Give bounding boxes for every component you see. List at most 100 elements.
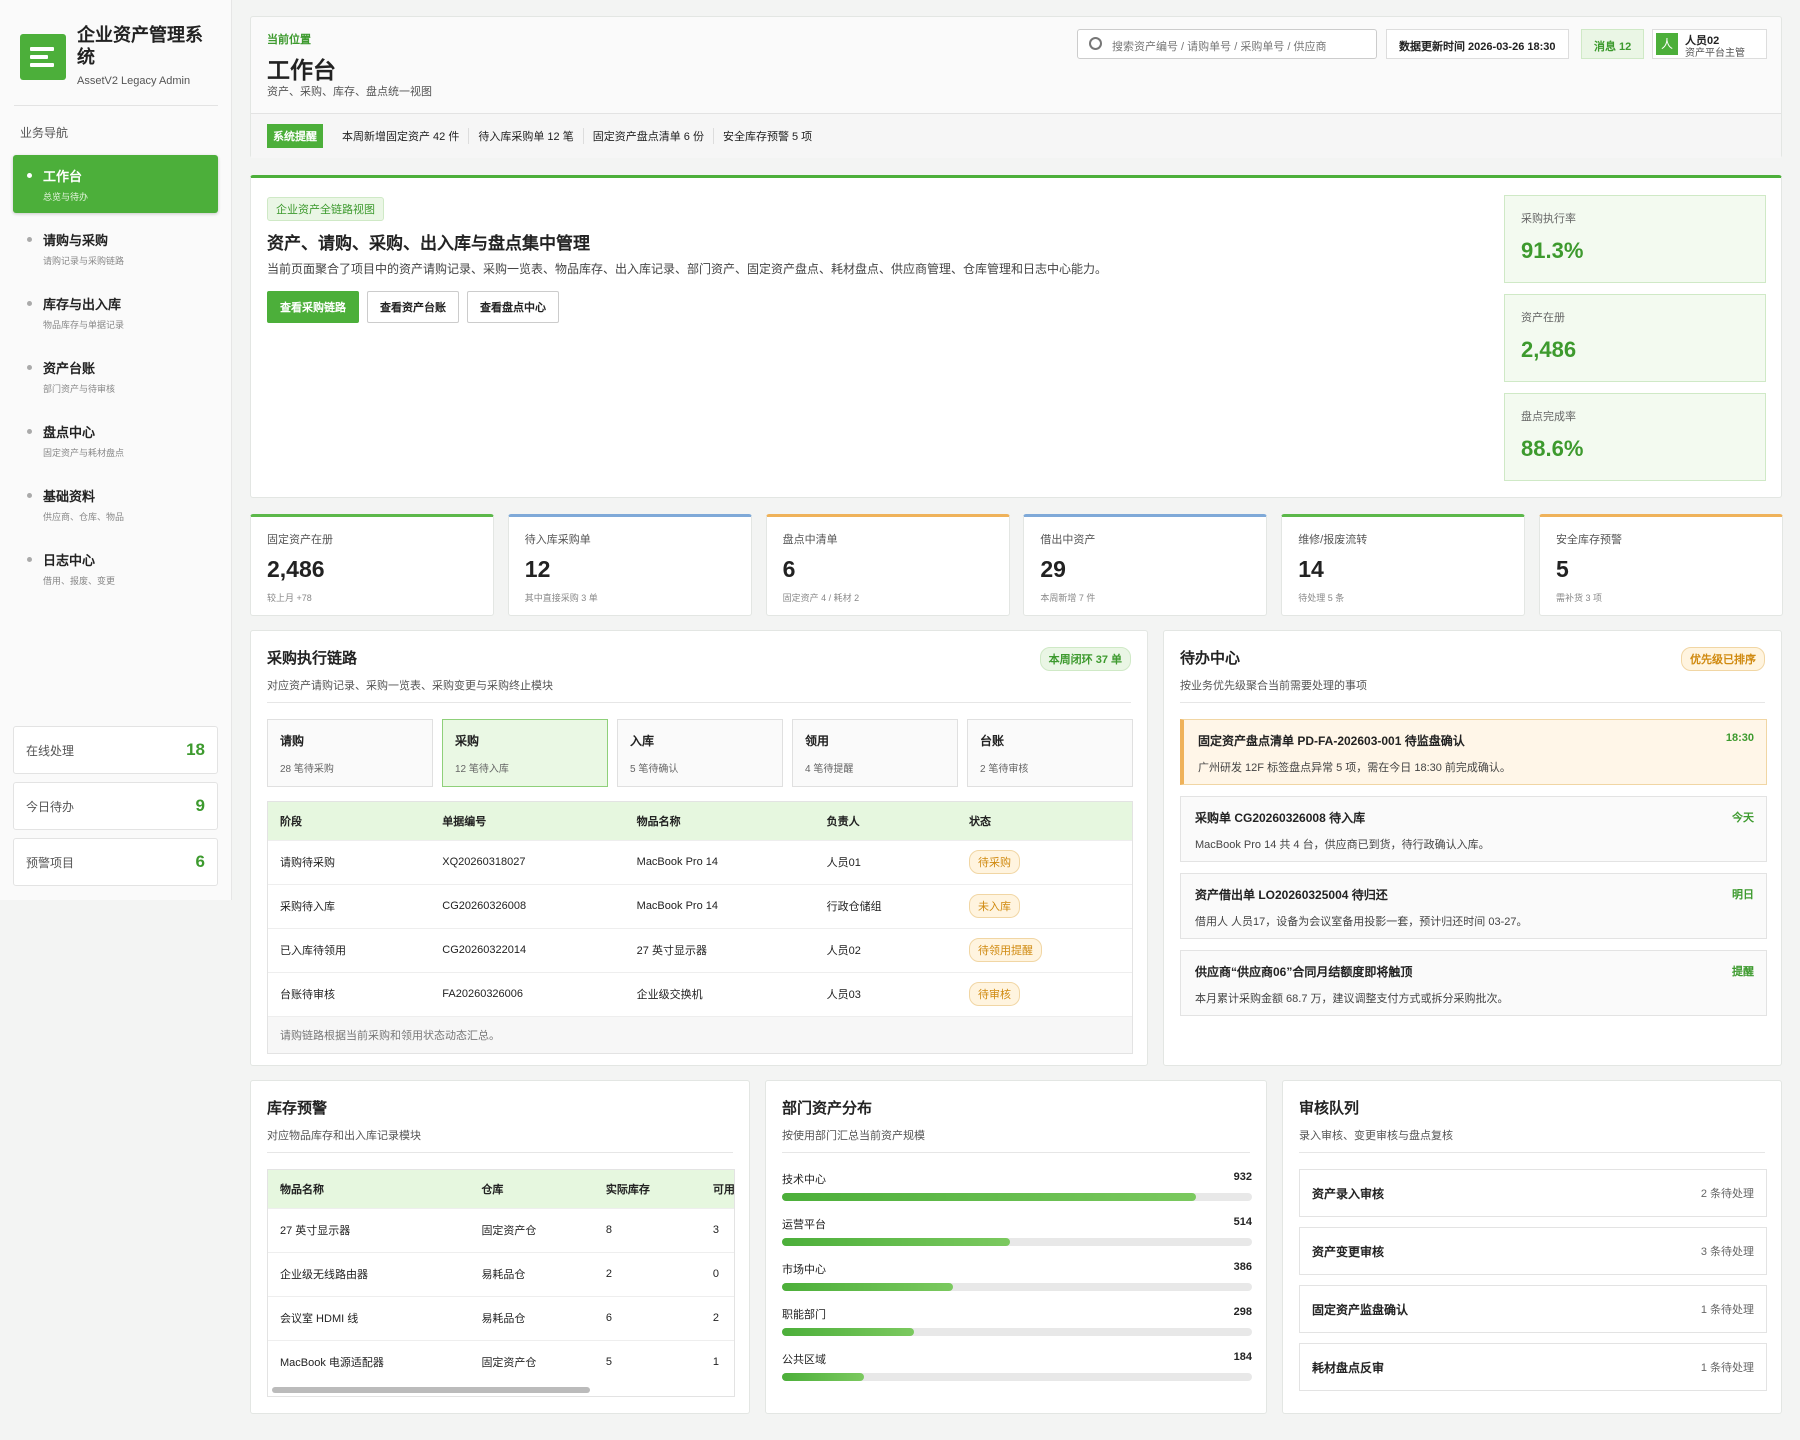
bar bbox=[782, 1328, 915, 1336]
hero-button[interactable]: 查看资产台账 bbox=[367, 291, 459, 323]
panel-header: 采购执行链路 对应资产请购记录、采购一览表、采购变更与采购终止模块 本周闭环 37 … bbox=[267, 647, 1131, 703]
metric-label: 资产在册 bbox=[1521, 312, 1565, 324]
kpi-value: 12 bbox=[524, 556, 551, 582]
metric-value: 88.6% bbox=[1521, 436, 1584, 461]
status-pill: 待采购 bbox=[969, 850, 1021, 874]
table-row: 台账待审核 FA20260326006 企业级交换机 人员03 待审核 bbox=[268, 971, 1132, 1016]
table-cell: 人员01 bbox=[814, 839, 958, 884]
nav-dot bbox=[27, 493, 32, 498]
flow-step[interactable]: 入库 5 笔待确认 bbox=[617, 719, 783, 787]
purchase-panel: 采购执行链路 对应资产请购记录、采购一览表、采购变更与采购终止模块 本周闭环 37 … bbox=[250, 630, 1148, 1066]
hero-metric: 采购执行率 91.3% bbox=[1504, 195, 1766, 283]
todo-item[interactable]: 资产借出单 LO20260325004 待归还 明日 借用人 人员17，设备为会议室… bbox=[1180, 873, 1767, 939]
table-row: 采购待入库 CG20260326008 MacBook Pro 14 行政仓储组 未入库 bbox=[268, 883, 1132, 928]
review-item[interactable]: 资产变更审核 3 条待处理 bbox=[1299, 1227, 1767, 1275]
page-title: 工作台 bbox=[267, 57, 336, 83]
column-header: 可用库存 bbox=[700, 1170, 734, 1208]
step-desc: 2 笔待审核 bbox=[980, 764, 1029, 775]
stat-value: 18 bbox=[186, 740, 205, 759]
page-subtitle: 资产、采购、库存、盘点统一视图 bbox=[267, 86, 432, 98]
nav-item[interactable]: 资产台账 部门资产与待审核 bbox=[13, 347, 218, 405]
user[interactable]: 人人员02 资产平台主管 bbox=[1652, 29, 1767, 59]
column-header: 单据编号 bbox=[430, 802, 625, 840]
logo-bar bbox=[30, 47, 54, 51]
user-role: 资产平台主管 bbox=[1685, 48, 1745, 59]
department-value: 386 bbox=[1233, 1261, 1252, 1273]
kpi-card: 待入库采购单 12 其中直接采购 3 单 bbox=[507, 514, 752, 616]
hero-button[interactable]: 查看盘点中心 bbox=[467, 291, 559, 323]
app-title: 企业资产管理系统 bbox=[77, 25, 203, 67]
table-cell: 未入库 bbox=[957, 883, 1132, 928]
nav-item[interactable]: 请购与采购 请购记录与采购链路 bbox=[13, 219, 218, 277]
flow-step[interactable]: 台账 2 笔待审核 bbox=[967, 719, 1133, 787]
kpi-value: 2,486 bbox=[267, 556, 325, 582]
table-cell: 请购待采购 bbox=[268, 839, 431, 884]
flow-step[interactable]: 请购 28 笔待采购 bbox=[267, 719, 433, 787]
table-cell: 易耗品仓 bbox=[469, 1295, 594, 1340]
department-row: 职能部门 298 bbox=[782, 1306, 1252, 1346]
search-box[interactable]: 搜索资产编号 / 请购单号 / 采购单号 / 供应商 bbox=[1077, 29, 1377, 59]
department-row: 技术中心 932 bbox=[782, 1171, 1252, 1211]
table-row: MacBook 电源适配器 固定资产仓 5 1 bbox=[268, 1339, 734, 1384]
step-desc: 28 笔待采购 bbox=[280, 764, 334, 775]
bar-track bbox=[782, 1328, 1252, 1336]
nav-desc: 供应商、仓库、物品 bbox=[43, 512, 125, 522]
todo-item[interactable]: 固定资产盘点清单 PD-FA-202603-001 待监盘确认 18:30 广州研发… bbox=[1180, 719, 1767, 785]
review-item[interactable]: 资产录入审核 2 条待处理 bbox=[1299, 1169, 1767, 1217]
nav-item[interactable]: 基础资料 供应商、仓库、物品 bbox=[13, 475, 218, 533]
todo-title: 资产借出单 LO20260325004 待归还 bbox=[1195, 888, 1388, 902]
table-row: 已入库待领用 CG20260322014 27 英寸显示器 人员02 待领用提醒 bbox=[268, 927, 1132, 972]
todo-title: 供应商“供应商06”合同月结额度即将触顶 bbox=[1195, 965, 1413, 979]
nav-desc: 总览与待办 bbox=[43, 192, 89, 202]
breadcrumb: 当前位置 bbox=[267, 34, 311, 46]
nav-item[interactable]: 工作台 总览与待办 bbox=[13, 155, 218, 213]
nav-label: 日志中心 bbox=[43, 553, 96, 568]
table-head: 阶段 单据编号 物品名称 负责人 状态 bbox=[268, 802, 1132, 840]
scrollbar bbox=[272, 1387, 590, 1393]
kpi-note: 其中直接采购 3 单 bbox=[524, 593, 598, 603]
panel-header: 待办中心 按业务优先级聚合当前需要处理的事项 优先级已排序 bbox=[1180, 647, 1765, 703]
panel-subtitle: 按业务优先级聚合当前需要处理的事项 bbox=[1180, 680, 1367, 692]
user-name: 人员02 bbox=[1685, 35, 1720, 47]
nav-heading: 业务导航 bbox=[20, 126, 69, 140]
panel-subtitle: 按使用部门汇总当前资产规模 bbox=[782, 1130, 925, 1142]
nav-desc: 部门资产与待审核 bbox=[43, 384, 116, 394]
todo-item[interactable]: 供应商“供应商06”合同月结额度即将触顶 提醒本月累计采购金额 68.7 万，建议… bbox=[1180, 950, 1767, 1016]
table-cell: 固定资产仓 bbox=[469, 1207, 594, 1252]
messages[interactable]: 消息 12 bbox=[1581, 29, 1645, 59]
bar-track bbox=[782, 1238, 1252, 1246]
flow-step[interactable]: 采购 12 笔待入库 bbox=[442, 719, 608, 787]
table-cell: 待审核 bbox=[957, 971, 1132, 1016]
kpi-label: 借出中资产 bbox=[1040, 534, 1096, 546]
hero-button[interactable]: 查看采购链路 bbox=[267, 291, 359, 323]
review-count: 1 条待处理 bbox=[1700, 1362, 1754, 1374]
nav-item[interactable]: 日志中心 借用、报废、变更 bbox=[13, 539, 218, 597]
nav-item[interactable]: 库存与出入库 物品库存与单据记录 bbox=[13, 283, 218, 341]
kpi-value: 14 bbox=[1298, 556, 1324, 582]
todo-desc: 本月累计采购金额 68.7 万，建议调整支付方式或拆分采购批次。 bbox=[1195, 993, 1509, 1005]
review-item[interactable]: 固定资产监盘确认 1 条待处理 bbox=[1299, 1285, 1767, 1333]
kpi-label: 盘点中清单 bbox=[782, 534, 838, 546]
hero-tag: 企业资产全链路视图 bbox=[267, 197, 384, 221]
kpi-label: 固定资产在册 bbox=[267, 534, 333, 546]
stat-label: 在线处理 bbox=[26, 743, 75, 758]
logo bbox=[20, 34, 66, 80]
panel-subtitle: 对应资产请购记录、采购一览表、采购变更与采购终止模块 bbox=[267, 680, 553, 692]
table-cell: 固定资产仓 bbox=[469, 1339, 594, 1384]
review-item[interactable]: 耗材盘点反审 1 条待处理 bbox=[1299, 1343, 1767, 1391]
table-body: 请购待采购 XQ20260318027 MacBook Pro 14 人员01 待采购采… bbox=[268, 839, 1132, 1016]
header-row: 物品名称仓库实际库存可用库存 bbox=[268, 1170, 734, 1208]
todo-time: 提醒 bbox=[1732, 966, 1754, 978]
update-time: 数据更新时间 2026-03-26 18:30 bbox=[1386, 29, 1569, 59]
kpi-note: 待处理 5 条 bbox=[1298, 593, 1345, 603]
table-cell: 已入库待领用 bbox=[268, 927, 431, 972]
bar bbox=[782, 1238, 1011, 1246]
stat-label: 预警项目 bbox=[26, 855, 75, 870]
header-row: 阶段 单据编号 物品名称 负责人 状态 bbox=[268, 802, 1132, 840]
nav-item[interactable]: 盘点中心 固定资产与耗材盘点 bbox=[13, 411, 218, 469]
todo-item[interactable]: 采购单 CG20260326008 待入库 今天 MacBook Pro 14 共 … bbox=[1180, 796, 1767, 862]
metric-value: 91.3% bbox=[1521, 238, 1584, 263]
flow-step[interactable]: 领用 4 笔待提醒 bbox=[792, 719, 958, 787]
table-row: 请购待采购 XQ20260318027 MacBook Pro 14 人员01 待采购 bbox=[268, 839, 1132, 884]
